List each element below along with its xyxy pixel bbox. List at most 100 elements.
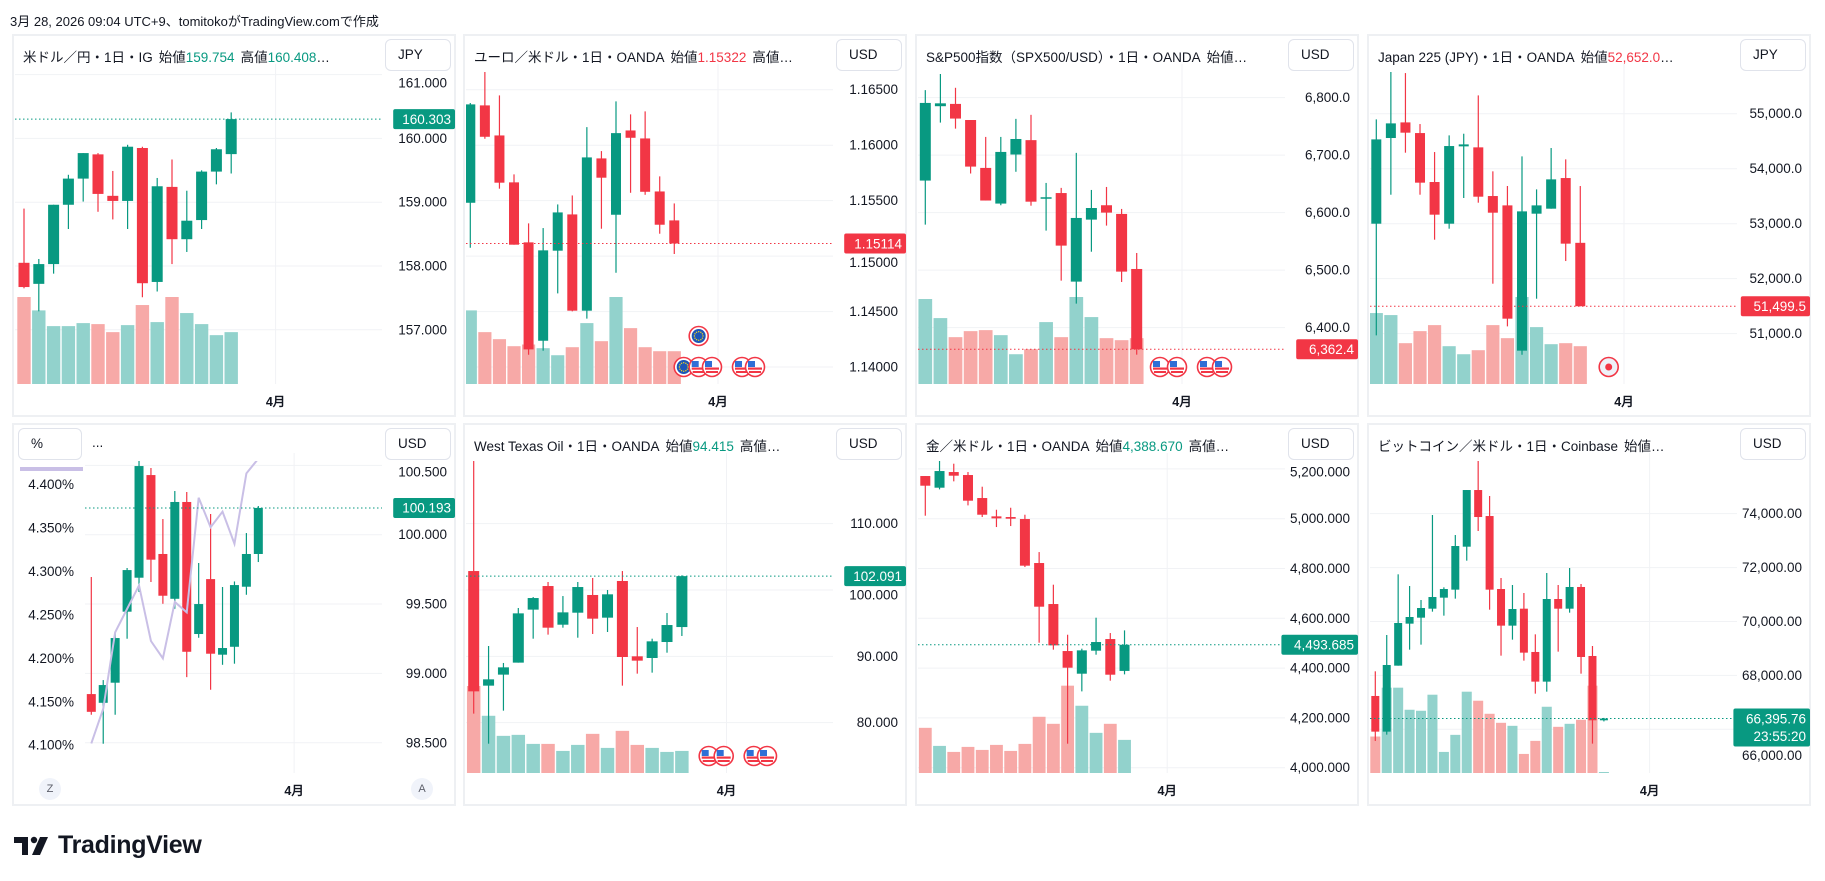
candle[interactable] (241, 533, 251, 595)
volume-bar[interactable] (76, 323, 90, 384)
chart-panel-japan225[interactable]: Japan 225 (JPY)・1日・OANDA 始値52,652.0… JPY … (1367, 34, 1811, 417)
currency-button[interactable]: USD (1740, 428, 1806, 460)
candle[interactable] (206, 514, 216, 690)
volume-bar[interactable] (975, 749, 989, 773)
candle[interactable] (1131, 252, 1143, 355)
eu-flag-icon[interactable] (673, 356, 694, 378)
candle[interactable] (483, 645, 495, 744)
candle[interactable] (1565, 567, 1574, 613)
candle[interactable] (1371, 671, 1380, 741)
volume-bar[interactable] (32, 310, 46, 384)
volume-bar[interactable] (660, 751, 674, 773)
volume-bar[interactable] (1089, 732, 1103, 773)
volume-bar[interactable] (1046, 723, 1060, 773)
candle[interactable] (48, 204, 60, 274)
volume-bar[interactable] (551, 355, 565, 384)
candlestick-chart[interactable]: 5,200.000 5,000.000 4,800.000 4,600.000 4,40… (917, 425, 1361, 808)
volume-bar[interactable] (556, 750, 570, 773)
volume-bar[interactable] (1084, 317, 1099, 384)
us-flag-icon[interactable] (756, 745, 778, 767)
plot-area[interactable] (918, 460, 1131, 773)
candle[interactable] (218, 587, 228, 665)
volume-bar[interactable] (1450, 734, 1461, 773)
candle[interactable] (1473, 95, 1484, 203)
eu-flag-icon[interactable] (688, 325, 709, 347)
candle[interactable] (538, 228, 549, 351)
candle[interactable] (611, 101, 621, 273)
candle[interactable] (122, 567, 132, 639)
volume-bar[interactable] (1370, 313, 1383, 384)
volume-bar[interactable] (1573, 346, 1587, 384)
candle[interactable] (616, 571, 628, 686)
candle[interactable] (1070, 152, 1082, 304)
volume-bar[interactable] (1564, 723, 1575, 773)
candle[interactable] (977, 486, 988, 518)
candlestick-chart[interactable]: 6,800.0 6,700.0 6,600.0 6,500.0 6,400.0 6,362… (917, 36, 1361, 419)
candle[interactable] (581, 127, 592, 319)
candle[interactable] (950, 87, 961, 129)
volume-bar[interactable] (1103, 723, 1117, 773)
volume-bar[interactable] (1114, 340, 1129, 384)
candle[interactable] (1599, 717, 1608, 722)
volume-bar[interactable] (1559, 343, 1573, 384)
volume-bar[interactable] (609, 297, 623, 384)
volume-bar[interactable] (638, 347, 652, 384)
candle[interactable] (934, 460, 945, 490)
volume-bar[interactable] (1457, 354, 1471, 384)
candle[interactable] (631, 627, 643, 674)
plot-area[interactable] (466, 461, 689, 773)
candle[interactable] (1076, 648, 1087, 692)
candle[interactable] (1531, 634, 1540, 694)
plot-area[interactable] (86, 459, 263, 744)
volume-bar[interactable] (1416, 710, 1427, 773)
volume-bar[interactable] (1009, 354, 1023, 384)
candle[interactable] (1485, 496, 1494, 610)
candle[interactable] (1554, 584, 1563, 652)
candle[interactable] (1385, 71, 1396, 195)
candle[interactable] (33, 258, 45, 312)
left-currency-button[interactable]: % (18, 428, 82, 460)
volume-bar[interactable] (580, 323, 594, 384)
volume-bar[interactable] (1398, 343, 1413, 384)
candle[interactable] (587, 578, 599, 634)
candle[interactable] (77, 153, 89, 202)
us-flag-icon[interactable] (744, 356, 766, 378)
candle[interactable] (182, 491, 192, 678)
currency-button[interactable]: JPY (1740, 39, 1806, 71)
auto-scale-a-button[interactable]: A (411, 778, 433, 800)
symbol-legend[interactable]: ユーロ／米ドル・1日・OANDA 始値1.15322 高値… (474, 46, 793, 66)
candle[interactable] (965, 120, 977, 174)
candle[interactable] (1055, 187, 1067, 281)
volume-bar[interactable] (1024, 349, 1038, 384)
candle[interactable] (1542, 573, 1551, 692)
volume-bar[interactable] (106, 332, 120, 384)
candle[interactable] (512, 607, 524, 663)
candle[interactable] (166, 159, 178, 265)
candle[interactable] (1502, 186, 1513, 327)
volume-bar[interactable] (1099, 338, 1114, 384)
candle[interactable] (122, 144, 134, 229)
candle[interactable] (552, 204, 563, 294)
candle[interactable] (919, 90, 931, 225)
candle[interactable] (1458, 133, 1469, 199)
chart-panel-usdjpy[interactable]: 米ドル／円・1日・IG 始値159.754 高値160.408… JPY 161.0… (12, 34, 456, 417)
volume-bar[interactable] (180, 313, 194, 384)
candle[interactable] (934, 74, 946, 123)
symbol-legend[interactable]: ビットコイン／米ドル・1日・Coinbase 始値… (1378, 435, 1665, 455)
candle[interactable] (1546, 148, 1557, 209)
us-flag-icon[interactable] (1211, 356, 1233, 378)
candle[interactable] (980, 136, 992, 201)
symbol-legend[interactable]: S&P500指数（SPX500/USD）・1日・OANDA 始値… (926, 46, 1247, 66)
volume-bar[interactable] (1500, 338, 1515, 384)
candlestick-chart[interactable]: 4.400% 4.350% 4.300% 4.250% 4.200% 4.150% 4.10… (14, 425, 458, 808)
candle[interactable] (523, 223, 534, 355)
volume-bar[interactable] (1039, 322, 1053, 384)
candle[interactable] (196, 170, 208, 229)
volume-bar[interactable] (623, 328, 638, 384)
candle[interactable] (1010, 118, 1022, 172)
plot-area[interactable] (918, 74, 1144, 384)
volume-bar[interactable] (1473, 700, 1484, 773)
candle[interactable] (596, 151, 607, 229)
candle[interactable] (1577, 583, 1586, 674)
volume-bar[interactable] (565, 347, 579, 384)
